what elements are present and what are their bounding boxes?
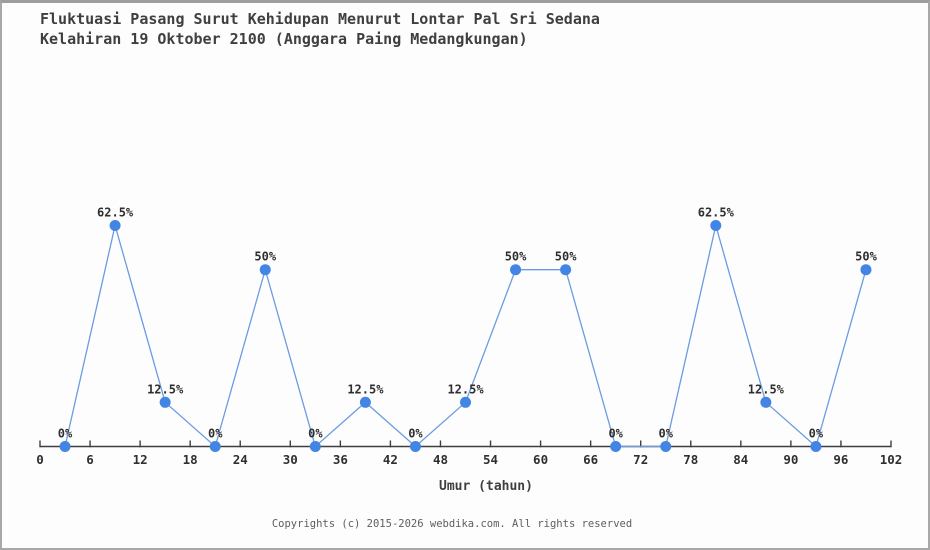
x-tick-label: 24 bbox=[233, 452, 248, 467]
data-point bbox=[860, 264, 872, 276]
data-point bbox=[309, 441, 321, 452]
data-point bbox=[159, 396, 171, 408]
x-tick-label: 42 bbox=[383, 452, 398, 467]
data-point-label: 0% bbox=[58, 427, 73, 441]
chart-title: Fluktuasi Pasang Surut Kehidupan Menurut… bbox=[40, 10, 600, 49]
data-point-label: 12.5% bbox=[447, 382, 484, 396]
data-point bbox=[560, 264, 572, 276]
data-point bbox=[760, 396, 772, 408]
x-tick-label: 30 bbox=[283, 452, 298, 467]
data-point bbox=[810, 441, 822, 452]
data-point-label: 0% bbox=[659, 427, 674, 441]
x-axis-label: Umur (tahun) bbox=[439, 479, 533, 494]
x-tick-label: 66 bbox=[583, 452, 598, 467]
x-tick-label: 0 bbox=[36, 452, 44, 467]
chart-title-line-1: Fluktuasi Pasang Surut Kehidupan Menurut… bbox=[40, 10, 600, 28]
data-point-label: 50% bbox=[505, 250, 527, 264]
data-point bbox=[610, 441, 622, 452]
tide-fluctuation-line-chart: 0 6 12 18 24 30 36 42 48 54 60 66 72 78 84 90 96 102 Umur … bbox=[36, 206, 903, 495]
x-tick-label: 102 bbox=[880, 452, 903, 467]
data-point-label: 0% bbox=[809, 427, 824, 441]
data-point-label: 12.5% bbox=[347, 382, 384, 396]
data-point-label: 0% bbox=[608, 427, 623, 441]
x-tick-label: 54 bbox=[483, 452, 498, 467]
data-point bbox=[259, 264, 271, 276]
data-point-label: 50% bbox=[254, 250, 276, 264]
data-point bbox=[209, 441, 221, 452]
x-tick-label: 6 bbox=[86, 452, 94, 467]
data-point bbox=[409, 441, 421, 452]
data-point bbox=[59, 441, 71, 452]
copyright-text: Copyrights (c) 2015-2026 webdika.com. Al… bbox=[271, 518, 633, 530]
x-tick-label: 96 bbox=[833, 452, 848, 467]
x-tick-label: 72 bbox=[633, 452, 648, 467]
data-point bbox=[460, 396, 471, 408]
data-point-label: 0% bbox=[208, 427, 223, 441]
data-point-label: 12.5% bbox=[147, 382, 184, 396]
x-tick-label: 78 bbox=[683, 452, 698, 467]
data-point-label: 62.5% bbox=[97, 206, 134, 220]
data-point-label: 50% bbox=[855, 250, 877, 264]
data-point-label: 12.5% bbox=[748, 382, 785, 396]
data-point-label: 50% bbox=[555, 250, 577, 264]
data-point bbox=[109, 220, 121, 231]
chart-title-line-2: Kelahiran 19 Oktober 2100 (Anggara Paing… bbox=[40, 29, 528, 48]
x-tick-label: 18 bbox=[183, 452, 198, 467]
x-tick-label: 48 bbox=[433, 452, 448, 467]
data-point-label: 62.5% bbox=[698, 206, 735, 220]
data-point bbox=[510, 264, 522, 276]
data-point bbox=[710, 220, 722, 231]
data-point-label: 0% bbox=[308, 427, 323, 441]
data-point bbox=[660, 441, 672, 452]
x-tick-label: 36 bbox=[333, 452, 348, 467]
x-tick-label: 84 bbox=[733, 452, 748, 467]
x-tick-label: 60 bbox=[533, 452, 548, 467]
data-point bbox=[359, 396, 371, 408]
x-tick-label: 12 bbox=[133, 452, 148, 467]
x-tick-label: 90 bbox=[783, 452, 798, 467]
data-point-label: 0% bbox=[408, 427, 423, 441]
trend-line bbox=[64, 225, 867, 448]
